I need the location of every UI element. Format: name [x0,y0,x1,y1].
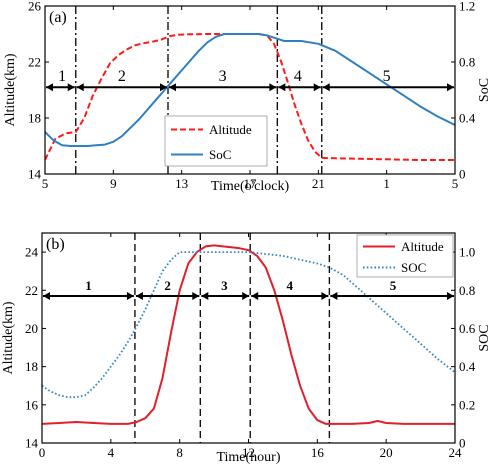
y-tick-label: 14 [28,167,42,182]
y-tick-label: 22 [28,55,41,70]
y-axis-label: Altitude(km) [1,301,16,374]
x-tick-label: 1 [383,176,390,191]
x-tick-label: 13 [175,176,188,191]
x-tick-label: 4 [108,445,115,460]
y2-tick-label: 1.0 [459,245,475,260]
phase-label: 1 [85,278,92,293]
panel-a: 1 2 3 4 55 9 13 17 21 1 51418222600.40.81.2Time(o'… [3,0,492,194]
x-tick-label: 16 [311,445,325,460]
phase-arrowhead [251,292,259,300]
phase-arrowhead [278,83,286,92]
y-tick-label: 26 [28,0,42,14]
panel-b: 1 2 3 4 50 4 8 12 16 20 2414161820222400.20.40.60.… [1,232,492,465]
y2-tick-label: 0.2 [459,397,475,412]
legend-box [164,115,268,167]
x-tick-label: 5 [42,176,49,191]
phase-arrowhead [242,292,250,300]
phase-label: 2 [118,68,126,85]
y2-tick-label: 0.6 [459,321,476,336]
y2-tick-label: 0.8 [459,55,475,70]
phase-label: 3 [219,68,227,85]
y-tick-label: 22 [25,283,38,298]
phase-label: 4 [294,68,302,85]
phase-label: 1 [58,68,66,85]
phase-arrowhead [447,83,454,92]
legend-box [356,234,454,278]
y2-tick-label: 1.2 [459,0,475,14]
y-tick-label: 16 [25,397,39,412]
legend-label: SOC [401,260,426,275]
phase-arrowhead [201,292,209,300]
phase-label: 3 [221,278,228,293]
phase-arrowhead [269,83,277,92]
legend-label: SoC [209,147,231,162]
y2-tick-label: 0.4 [459,111,476,126]
legend-label: Altitude [401,239,444,254]
phase-arrowhead [169,83,176,92]
phase-arrowhead [43,292,50,300]
series-line-altitude [45,33,455,161]
y-tick-label: 20 [25,321,38,336]
y2-tick-label: 0.4 [459,359,476,374]
x-tick-label: 12 [242,445,255,460]
x-tick-label: 5 [452,176,459,191]
phase-label: 2 [164,278,171,293]
phase-arrowhead [330,292,338,300]
phase-arrowhead [126,292,134,300]
x-axis-label: Time(o'clock) [211,179,290,194]
y-tick-label: 18 [28,111,41,126]
phase-arrowhead [321,292,329,300]
y-tick-label: 14 [25,436,39,451]
panel-label: (a) [49,9,67,26]
phase-label: 5 [390,278,397,293]
y2-axis-label: SOC [477,324,492,351]
y-axis-label: Altitude(km) [3,53,18,126]
phase-arrowhead [447,292,454,300]
x-tick-label: 20 [380,445,393,460]
panel-label: (b) [46,236,65,253]
x-tick-label: 8 [176,445,183,460]
x-tick-label: 21 [312,176,325,191]
x-tick-label: 0 [39,445,46,460]
phase-arrowhead [46,83,53,92]
x-tick-label: 9 [110,176,117,191]
x-tick-label: 24 [449,445,463,460]
y2-axis-label: SoC [477,78,492,102]
y-tick-label: 18 [25,359,38,374]
series-line-soc [45,33,455,147]
phase-arrowhead [67,83,75,92]
phase-label: 5 [383,68,391,85]
series-line-altitude [42,244,455,425]
x-tick-label: 17 [244,176,258,191]
phase-arrowhead [313,83,321,92]
phase-arrowhead [322,83,330,92]
phase-arrowhead [192,292,200,300]
phase-label: 4 [287,278,294,293]
y2-tick-label: 0 [459,167,466,182]
phase-arrowhead [160,83,167,92]
x-axis-label: Time(hour) [216,450,280,465]
y2-tick-label: 0.8 [459,283,475,298]
phase-arrowhead [135,292,143,300]
y2-tick-label: 0 [459,436,466,451]
legend-label: Altitude [209,122,252,137]
phase-arrowhead [76,83,84,92]
y-tick-label: 24 [25,245,39,260]
